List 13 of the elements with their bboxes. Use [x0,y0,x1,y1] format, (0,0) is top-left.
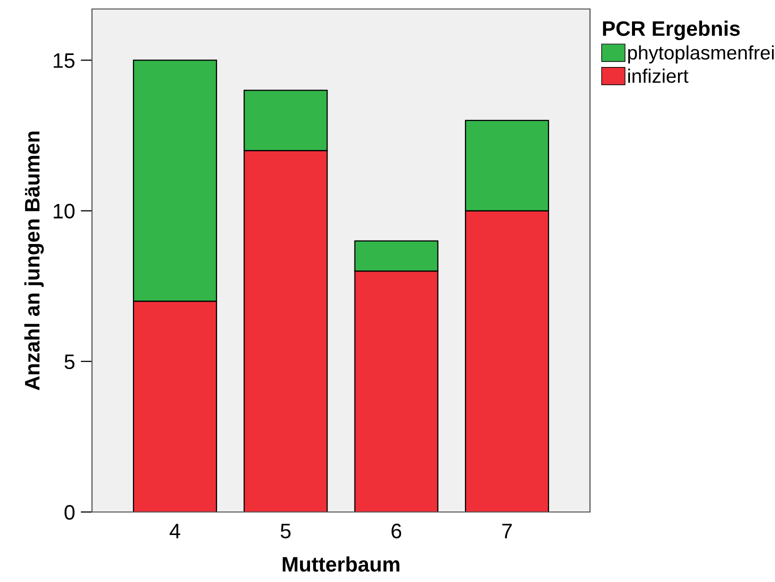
x-tick-label: 7 [502,524,512,538]
x-tick-label: 5 [280,524,291,538]
x-tick-label: 4 [170,524,180,538]
legend-title: PCR Ergebnis [603,20,740,40]
x-axis-title: Mutterbaum [282,556,400,572]
legend-label: phytoplasmenfrei [628,45,774,64]
legend-label: infiziert [628,68,688,83]
y-tick-label: 15 [54,53,74,68]
y-tick-label: 10 [54,204,75,219]
x-tick-label: 6 [392,524,402,538]
y-tick-label: 5 [64,354,74,370]
y-tick-label: 0 [64,505,75,520]
y-axis-title: Anzahl an jungen Bäumen [24,132,44,390]
